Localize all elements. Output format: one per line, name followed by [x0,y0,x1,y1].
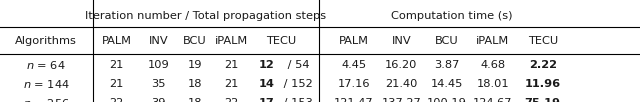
Text: / 54: / 54 [284,60,309,70]
Text: PALM: PALM [339,36,369,46]
Text: iPALM: iPALM [476,36,509,46]
Text: 75.19: 75.19 [525,98,561,102]
Text: 17.16: 17.16 [338,79,370,89]
Text: 100.19: 100.19 [427,98,467,102]
Text: 21: 21 [225,79,239,89]
Text: 14: 14 [259,79,274,89]
Text: 2.22: 2.22 [529,60,557,70]
Text: BCU: BCU [182,36,207,46]
Text: 18: 18 [188,79,202,89]
Text: 12: 12 [259,60,274,70]
Text: Algorithms: Algorithms [15,36,77,46]
Text: TECU: TECU [527,36,558,46]
Text: 21: 21 [225,60,239,70]
Text: 124.67: 124.67 [473,98,513,102]
Text: 121.47: 121.47 [334,98,374,102]
Text: 14.45: 14.45 [431,79,463,89]
Text: BCU: BCU [435,36,459,46]
Text: 4.68: 4.68 [480,60,506,70]
Text: 22: 22 [109,98,124,102]
Text: iPALM: iPALM [215,36,248,46]
Text: 19: 19 [188,60,202,70]
Text: 22: 22 [225,98,239,102]
Text: PALM: PALM [102,36,131,46]
Text: 3.87: 3.87 [434,60,460,70]
Text: 109: 109 [148,60,170,70]
Text: 4.45: 4.45 [341,60,367,70]
Text: $n$ = 256: $n$ = 256 [22,97,70,102]
Text: 137.27: 137.27 [381,98,421,102]
Text: INV: INV [149,36,168,46]
Text: Computation time (s): Computation time (s) [392,11,513,21]
Text: $n$ = 144: $n$ = 144 [22,78,70,90]
Text: 35: 35 [152,79,166,89]
Text: 11.96: 11.96 [525,79,561,89]
Text: / 153: / 153 [280,98,313,102]
Text: INV: INV [392,36,411,46]
Text: Iteration number / Total propagation steps: Iteration number / Total propagation ste… [85,11,326,21]
Text: 21: 21 [109,60,124,70]
Text: 18.01: 18.01 [477,79,509,89]
Text: / 152: / 152 [280,79,313,89]
Text: 16.20: 16.20 [385,60,417,70]
Text: 17: 17 [259,98,274,102]
Text: $n$ = 64: $n$ = 64 [26,59,66,71]
Text: 21.40: 21.40 [385,79,417,89]
Text: 39: 39 [152,98,166,102]
Text: 18: 18 [188,98,202,102]
Text: TECU: TECU [266,36,297,46]
Text: 21: 21 [109,79,124,89]
